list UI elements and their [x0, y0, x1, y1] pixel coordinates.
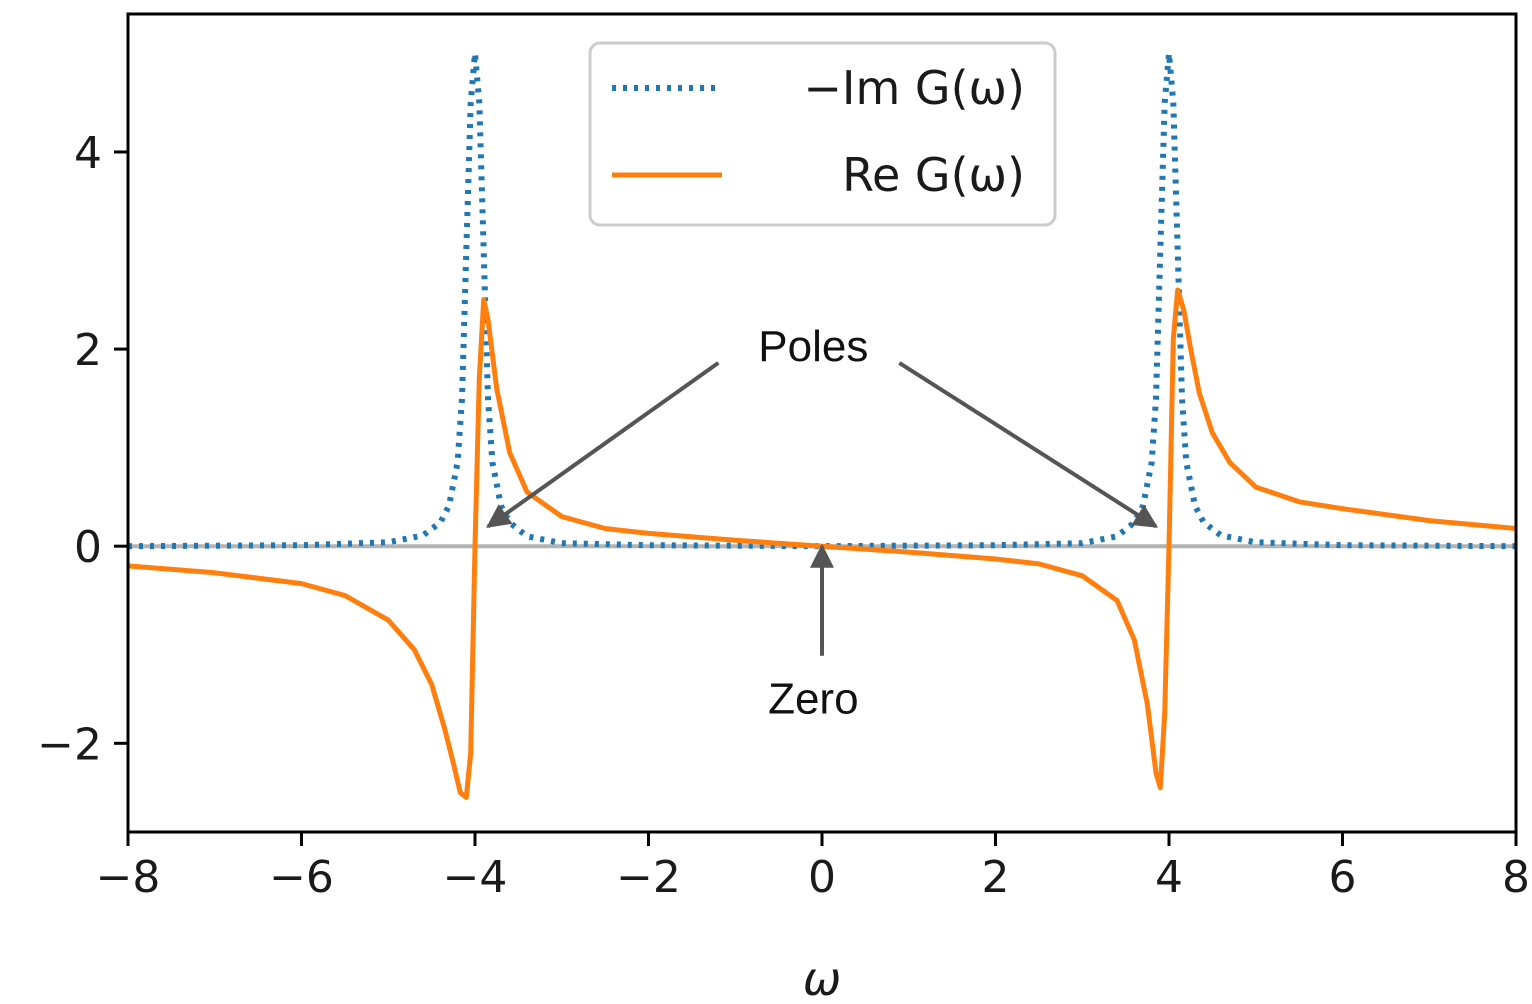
legend-items: −Im G(ω) Re G(ω) [612, 61, 1025, 202]
legend-box [588, 41, 1057, 227]
legend: −Im G(ω) Re G(ω) [588, 41, 1057, 227]
annotation-label-poles: Poles [758, 322, 868, 371]
x-axis-label: ω [803, 952, 842, 1004]
x-axis-ticks: −8 −6 −4 −2 0 2 4 6 8 [96, 832, 1530, 903]
y-axis-ticks: −2 0 2 4 [37, 128, 128, 770]
y-tick-label: 2 [74, 325, 102, 376]
x-tick-label: 8 [1502, 852, 1530, 903]
legend-label-1: Re G(ω) [842, 148, 1025, 202]
x-tick-label: −6 [269, 852, 334, 903]
x-tick-label: 4 [1155, 852, 1183, 903]
annotation-label-zero: Zero [768, 675, 858, 724]
annotation-layer: Poles Zero [486, 322, 1159, 724]
annotation-arrow-poles-0 [486, 361, 720, 529]
y-tick-label: 4 [74, 128, 102, 179]
y-tick-label: −2 [37, 719, 102, 770]
x-tick-label: −2 [616, 852, 681, 903]
y-tick-label: 0 [74, 522, 102, 573]
legend-label-0: −Im G(ω) [803, 61, 1025, 115]
x-tick-label: 6 [1329, 852, 1357, 903]
x-tick-label: 0 [808, 852, 836, 903]
x-tick-label: −8 [96, 852, 161, 903]
x-tick-label: −4 [443, 852, 508, 903]
x-tick-label: 2 [982, 852, 1010, 903]
annotation-arrow-poles-1 [898, 361, 1159, 529]
